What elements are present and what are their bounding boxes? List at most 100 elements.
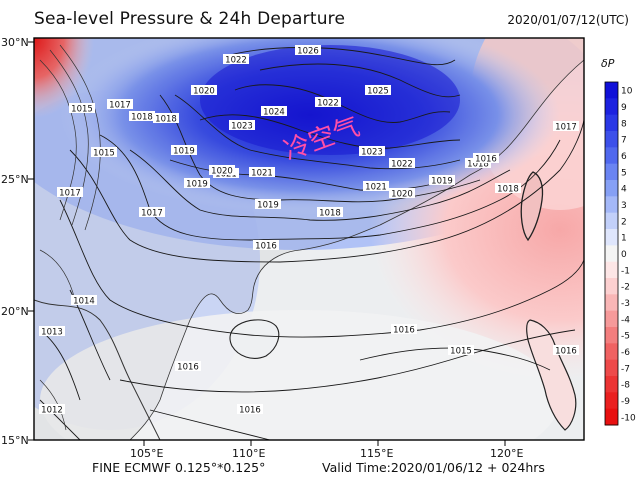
terrain-contour (49, 49, 89, 226)
isobar-label-box (237, 404, 263, 414)
lat-tick-label: 25°N (1, 173, 29, 186)
isobar-label-box (389, 158, 415, 168)
model-label: FINE ECMWF 0.125°*0.125° (92, 460, 266, 475)
colorbar-swatch (605, 376, 618, 393)
colorbar-swatch (605, 196, 618, 214)
colorbar-label: 4 (621, 185, 627, 195)
isobar-1012 (39, 399, 81, 440)
isobar-1025 (259, 63, 461, 98)
colorbar-swatch (605, 98, 618, 116)
isobar-label-box (107, 99, 133, 109)
isobar-label: 1021 (365, 183, 387, 193)
map-frame (33, 37, 585, 441)
lat-tick-label: 15°N (1, 434, 29, 447)
latitude-axis: 30°N 25°N 20°N 15°N (1, 36, 34, 447)
isobar-label-box (553, 345, 579, 355)
isobar-label-box (139, 207, 165, 217)
colorbar-swatch (605, 229, 618, 246)
isobar-label: 1022 (317, 99, 339, 109)
terrain-contour (39, 249, 76, 301)
isobar-label-box (261, 106, 287, 116)
isobar-1024 (234, 84, 451, 123)
isobar-label-box (39, 326, 65, 336)
isobar-label: 1019 (186, 180, 208, 190)
colorbar-label: -10 (621, 413, 636, 423)
colorbar-label: -9 (621, 397, 630, 407)
isobar-label-box (57, 187, 83, 197)
colorbar-swatch (605, 278, 618, 295)
isobar-label: 1020 (391, 190, 413, 200)
colorbar-frame (604, 81, 619, 426)
isobar-label: 1016 (255, 242, 277, 252)
colorbar-label: 1 (621, 234, 627, 244)
colorbar-label: 10 (621, 87, 633, 97)
colorbar-swatch (605, 131, 618, 148)
isobar-label-box (171, 145, 197, 155)
isobar-label: 1023 (361, 148, 383, 158)
colorbar-label: 5 (621, 168, 627, 178)
colorbar-title: δP (601, 57, 615, 70)
colorbar-swatch (605, 212, 618, 230)
lon-tick-label: 115°E (360, 447, 393, 460)
colorbar-label: -7 (621, 364, 630, 374)
colorbar-swatch (605, 392, 618, 410)
isobar-label: 1016 (239, 406, 261, 416)
longitude-axis: 105°E 110°E 115°E 120°E (130, 440, 523, 460)
isobar-label: 1019 (173, 147, 195, 157)
isobar-label: 1016 (177, 363, 199, 373)
colorbar-swatch (605, 147, 618, 165)
isobar-1017 (69, 119, 584, 263)
colorbar-label: -6 (621, 348, 630, 358)
isobar-label-box (317, 207, 343, 217)
colorbar-label: 2 (621, 217, 627, 227)
isobar-label-box (91, 147, 117, 157)
isobar-label: 1015 (450, 347, 472, 357)
isobar-1016 (59, 199, 584, 338)
lon-tick-label: 105°E (130, 447, 163, 460)
isobar-1016-south (119, 329, 576, 393)
isobar-label-box (229, 120, 255, 130)
isobar-label: 1024 (263, 108, 285, 118)
isobar-label: 1017 (109, 101, 131, 111)
isobar-1016-sw (149, 409, 271, 440)
colorbar-label: 6 (621, 152, 627, 162)
colorbar-label: 9 (621, 103, 627, 113)
isobar-label-box (184, 178, 210, 188)
isobar-label-box (365, 85, 391, 95)
isobar-label-box (223, 54, 249, 64)
terrain-contour (59, 44, 101, 231)
isobar-label: 1018 (467, 160, 489, 170)
isobar-label: 1018 (155, 115, 177, 125)
isobar-label: 1016 (475, 155, 497, 165)
lon-tick-label: 120°E (490, 447, 523, 460)
colorbar-label: -1 (621, 266, 630, 276)
isobar-label-box (71, 295, 97, 305)
isobar-1015 (359, 347, 551, 371)
colorbar-swatch (605, 180, 618, 197)
lat-tick-label: 30°N (1, 36, 29, 49)
colorbar-swatch (605, 294, 618, 312)
isobar-label: 1020 (193, 87, 215, 97)
isobar-label: 1014 (73, 297, 95, 307)
isobar-label-box (253, 240, 279, 250)
isobar-label: 1026 (297, 47, 319, 57)
isobar-label-box (553, 121, 579, 131)
isobar-label-box (495, 183, 521, 193)
lat-tick-label: 20°N (1, 305, 29, 318)
isobar-label-box (391, 324, 417, 334)
isobar-label: 1021 (251, 169, 273, 179)
isobar-label: 1023 (231, 122, 253, 132)
isobar-label-box (175, 361, 201, 371)
isobar-label: 1022 (391, 160, 413, 170)
isobar-1019 (129, 149, 511, 221)
isobar-label-box (153, 113, 179, 123)
isobar-label: 1018 (497, 185, 519, 195)
hainan-island (229, 319, 280, 359)
isobar-1026 (229, 47, 456, 66)
colorbar-label: -4 (621, 315, 630, 325)
isobar-label-box (191, 85, 217, 95)
isobar-1023 (199, 114, 461, 149)
isobar-labels: 1026 1025 1024 1023 1023 1022 1022 1022 1021 1021… (39, 45, 579, 416)
isobar-label-box (255, 199, 281, 209)
